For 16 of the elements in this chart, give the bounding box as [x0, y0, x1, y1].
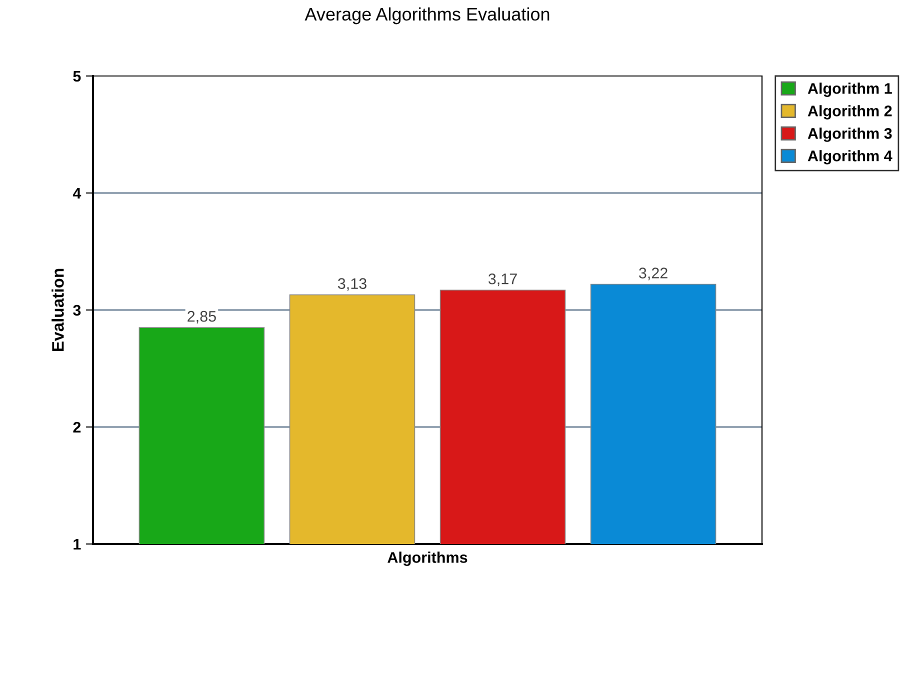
y-tick-label: 4: [72, 188, 82, 199]
data-label: 3,13: [338, 278, 366, 291]
legend-label: Algorithm 2: [808, 105, 892, 120]
data-label: 2,85: [188, 310, 216, 324]
legend-label: Algorithm 4: [808, 150, 892, 164]
y-tick-label: 1: [74, 539, 81, 550]
y-tick-label: 3: [73, 304, 81, 316]
legend-label: Algorithm 3: [808, 128, 892, 142]
chart-title: Average Algorithms Evaluation: [304, 7, 550, 24]
legend-label: Algorithm 1: [808, 82, 892, 97]
y-tick-label: 5: [73, 71, 81, 82]
y-axis-title: Evaluation: [52, 268, 64, 352]
x-axis-title: Algorithms: [388, 552, 468, 566]
y-tick-label: 2: [73, 422, 81, 433]
data-label: 3,22: [639, 268, 668, 280]
data-label: 3,17: [488, 273, 517, 286]
